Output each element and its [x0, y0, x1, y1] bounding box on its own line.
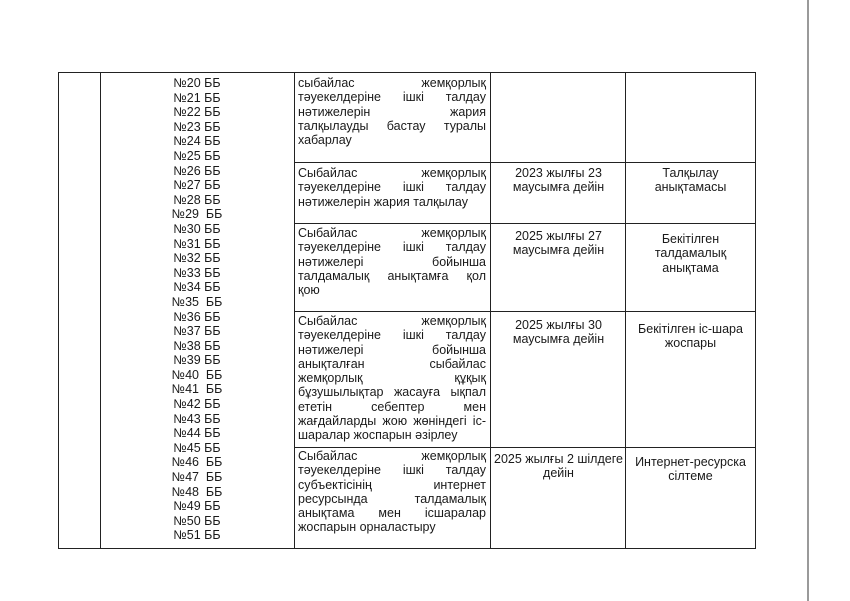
doc-code-item: №32 ББ — [173, 251, 221, 266]
action-text-line: талдамалық анықтамға қол — [298, 268, 486, 283]
doc-code-item: №31 ББ — [173, 236, 221, 251]
action-cell: Сыбайлас жемқорлық тәуекелдеріне ішкі тал… — [298, 226, 486, 297]
doc-code-item: №51 ББ — [173, 528, 221, 543]
result-cell: Бекітілген іс-шара жоспары — [638, 322, 743, 351]
col-border — [100, 72, 101, 549]
deadline-cell: 2025 жылғы 2 шілдеге дейін — [494, 452, 623, 481]
action-text-line: Сыбайлас жемқорлық — [298, 166, 486, 180]
action-text-line: нәтижелері бойынша — [298, 342, 486, 357]
table-top-border — [58, 72, 755, 73]
action-text-line: жоспарын орналастыру — [298, 520, 436, 535]
col-border — [625, 72, 626, 549]
doc-code-item: №34 ББ — [173, 280, 221, 295]
result-cell: Бекітілген талдамалық анықтама — [654, 232, 727, 275]
doc-code-item: №22 ББ — [173, 105, 221, 120]
doc-code-item: №48 ББ — [171, 484, 223, 499]
action-text-line: тәуекелдеріне ішкі талдау — [298, 328, 486, 343]
action-text-line: субъектісінің интернет — [298, 477, 486, 492]
col-border — [294, 72, 295, 549]
action-text-line: хабарлау — [298, 133, 352, 148]
doc-code-item: №43 ББ — [173, 411, 221, 426]
row-border — [294, 162, 755, 163]
action-text-line: нәтижелерін жария талқылау — [298, 194, 468, 209]
action-cell: Сыбайлас жемқорлық тәуекелдеріне ішкі тал… — [298, 449, 486, 535]
action-text-line: Сыбайлас жемқорлық — [298, 226, 486, 240]
row-border — [294, 223, 755, 224]
action-text-line: тәуекелдеріне ішкі талдау — [298, 463, 486, 478]
action-text-line: нәтижелері бойынша — [298, 254, 486, 269]
doc-code-item: №40 ББ — [171, 367, 223, 382]
action-text-line: нәтижелерін жария — [298, 104, 486, 119]
action-text-line: бұзушылықтар жасауға ықпал — [298, 385, 486, 400]
action-text-line: Сыбайлас жемқорлық — [298, 449, 486, 463]
action-text-line: сыбайлас жемқорлық — [298, 76, 486, 90]
doc-code-item: №47 ББ — [171, 470, 223, 485]
action-text-line: қою — [298, 283, 320, 298]
action-text-line: тәуекелдеріне ішкі талдау — [298, 90, 486, 105]
doc-code-item: №45 ББ — [173, 440, 221, 455]
action-text-line: тәуекелдеріне ішкі талдау — [298, 240, 486, 255]
doc-code-item: №30 ББ — [173, 221, 221, 236]
doc-code-item: №38 ББ — [173, 338, 221, 353]
doc-code-item: №29 ББ — [171, 207, 223, 222]
action-text-line: тәуекелдеріне ішкі талдау — [298, 180, 486, 195]
deadline-cell: 2025 жылғы 27 маусымға дейін — [512, 229, 605, 258]
row-border — [294, 311, 755, 312]
doc-code-item: №44 ББ — [173, 426, 221, 441]
action-cell: Сыбайлас жемқорлық тәуекелдеріне ішкі тал… — [298, 314, 486, 443]
action-text-line: жемқорлық құқық — [298, 371, 486, 386]
action-text-line: анықтама мен ісшаралар — [298, 506, 486, 521]
doc-code-item: №25 ББ — [173, 148, 221, 163]
doc-code-item: №33 ББ — [173, 265, 221, 280]
deadline-cell: 2023 жылғы 23 маусымға дейін — [512, 166, 605, 195]
row-border — [294, 447, 755, 448]
col-border — [755, 72, 756, 549]
action-text-line: анықталған сыбайлас — [298, 356, 486, 371]
page-edge — [807, 0, 809, 601]
col-border — [58, 72, 59, 549]
result-cell: Талқылау анықтамасы — [654, 166, 727, 195]
doc-code-item: №26 ББ — [173, 163, 221, 178]
doc-code-list: №20 ББ №21 ББ №22 ББ №23 ББ №24 ББ №25 ББ №26 … — [100, 76, 294, 543]
doc-code-item: №36 ББ — [173, 309, 221, 324]
doc-code-item: №35 ББ — [171, 294, 223, 309]
action-text-line: шаралар жоспарын әзірлеу — [298, 428, 458, 443]
doc-code-item: №20 ББ — [173, 76, 221, 90]
doc-code-item: №42 ББ — [173, 397, 221, 412]
action-cell: сыбайлас жемқорлық тәуекелдеріне ішкі тал… — [298, 76, 486, 147]
action-text-line: ететін себептер мен — [298, 399, 486, 414]
action-text-line: талқылауды бастау туралы — [298, 118, 486, 133]
doc-code-item: №28 ББ — [173, 192, 221, 207]
doc-code-item: №46 ББ — [171, 455, 223, 470]
doc-code-item: №24 ББ — [173, 134, 221, 149]
table-bottom-border — [58, 548, 755, 549]
col-border — [490, 72, 491, 549]
action-cell: Сыбайлас жемқорлық тәуекелдеріне ішкі тал… — [298, 166, 486, 209]
doc-code-item: №39 ББ — [173, 353, 221, 368]
result-cell: Интернет-ресурска сілтеме — [635, 455, 746, 484]
action-text-line: жағдайларды жою жөніндегі іс- — [298, 414, 486, 429]
action-text-line: Сыбайлас жемқорлық — [298, 314, 486, 328]
doc-code-item: №23 ББ — [173, 119, 221, 134]
doc-code-item: №21 ББ — [173, 90, 221, 105]
action-text-line: ресурсында талдамалық — [298, 491, 486, 506]
doc-code-item: №50 ББ — [173, 513, 221, 528]
doc-code-item: №41 ББ — [171, 382, 223, 397]
doc-code-item: №49 ББ — [173, 499, 221, 514]
deadline-cell: 2025 жылғы 30 маусымға дейін — [512, 318, 605, 347]
doc-code-item: №27 ББ — [173, 178, 221, 193]
doc-code-item: №37 ББ — [173, 324, 221, 339]
